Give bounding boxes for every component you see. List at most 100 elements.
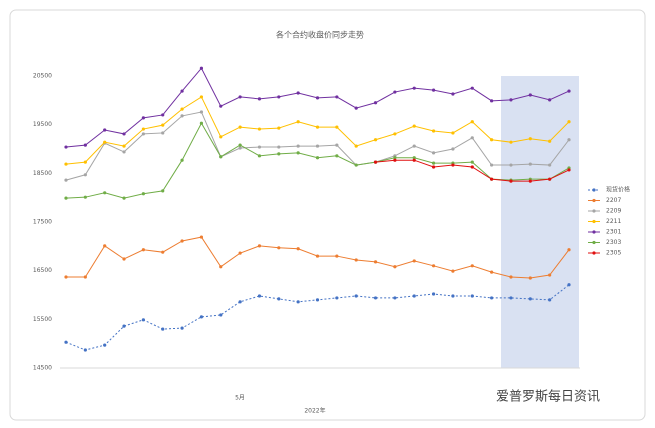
data-point: [219, 313, 223, 317]
data-point: [238, 125, 242, 129]
data-point: [335, 254, 339, 258]
data-point: [257, 127, 262, 131]
data-point: [470, 120, 474, 124]
data-point: [180, 239, 184, 243]
data-point: [509, 98, 513, 102]
data-point: [277, 297, 281, 301]
data-point: [219, 265, 223, 269]
data-point: [257, 294, 262, 298]
data-point: [373, 101, 378, 105]
legend-marker: [592, 251, 596, 255]
data-point: [451, 163, 455, 167]
data-point: [412, 158, 416, 162]
data-point: [490, 163, 494, 167]
y-tick-label: 20500: [33, 73, 52, 80]
data-point: [373, 296, 378, 300]
data-point: [354, 163, 358, 167]
data-point: [393, 296, 397, 300]
data-point: [431, 129, 436, 133]
data-point: [451, 92, 455, 96]
y-tick-label: 19500: [33, 121, 52, 128]
data-point: [412, 294, 416, 298]
data-point: [219, 104, 223, 108]
data-point: [548, 298, 552, 302]
data-point: [103, 191, 107, 195]
legend-label: 2211: [606, 218, 621, 225]
data-point: [161, 113, 165, 117]
data-point: [64, 162, 68, 166]
data-point: [219, 135, 223, 139]
legend-label: 2305: [606, 250, 621, 257]
data-point: [83, 195, 87, 199]
legend-marker: [592, 198, 596, 203]
data-point: [180, 89, 184, 93]
data-point: [548, 139, 552, 143]
data-point: [470, 86, 474, 90]
data-point: [567, 138, 571, 142]
data-point: [122, 132, 126, 136]
data-point: [373, 260, 378, 264]
data-point: [277, 246, 281, 250]
data-point: [548, 98, 552, 102]
data-point: [296, 151, 300, 155]
data-point: [451, 131, 455, 135]
data-point: [354, 258, 358, 262]
data-point: [567, 120, 571, 124]
data-point: [161, 327, 165, 331]
data-point: [412, 259, 416, 263]
data-point: [335, 125, 339, 129]
data-point: [509, 296, 513, 300]
data-point: [509, 163, 513, 167]
data-point: [490, 99, 494, 103]
data-point: [567, 89, 571, 93]
data-point: [64, 196, 68, 200]
data-point: [470, 160, 474, 164]
data-point: [161, 189, 165, 193]
data-point: [83, 143, 87, 147]
x-group-label: 2022年: [304, 407, 325, 415]
data-point: [470, 294, 474, 298]
data-point: [122, 144, 126, 148]
data-point: [199, 235, 204, 239]
data-point: [315, 125, 320, 129]
data-point: [296, 247, 300, 251]
data-point: [451, 147, 455, 151]
data-point: [393, 90, 397, 94]
data-point: [373, 160, 378, 164]
data-point: [528, 93, 532, 97]
legend-label: 2209: [606, 208, 621, 215]
data-point: [373, 138, 378, 142]
data-point: [103, 128, 107, 132]
data-point: [277, 145, 281, 149]
data-point: [257, 97, 262, 101]
data-point: [64, 275, 68, 279]
data-point: [567, 168, 571, 172]
data-point: [296, 120, 300, 124]
legend-marker: [592, 188, 596, 192]
data-point: [335, 296, 339, 300]
data-point: [470, 264, 474, 268]
data-point: [199, 95, 204, 99]
data-point: [490, 270, 494, 274]
legend-marker: [592, 230, 596, 234]
data-point: [122, 324, 126, 328]
data-point: [180, 326, 184, 330]
data-point: [354, 144, 358, 148]
frame: [9, 9, 646, 421]
data-point: [412, 124, 416, 128]
data-point: [412, 156, 416, 160]
data-point: [238, 146, 242, 150]
data-point: [103, 244, 107, 248]
data-point: [257, 244, 262, 248]
data-point: [431, 88, 436, 92]
watermark: 爱普罗斯每日资讯: [496, 389, 600, 405]
data-point: [567, 283, 571, 287]
data-point: [64, 340, 68, 344]
data-point: [161, 131, 165, 135]
data-point: [141, 248, 145, 252]
data-point: [393, 156, 397, 160]
chart-title: 各个合约收盘价同步走势: [276, 30, 364, 40]
data-point: [180, 107, 184, 111]
data-point: [199, 110, 204, 114]
data-point: [528, 162, 532, 166]
